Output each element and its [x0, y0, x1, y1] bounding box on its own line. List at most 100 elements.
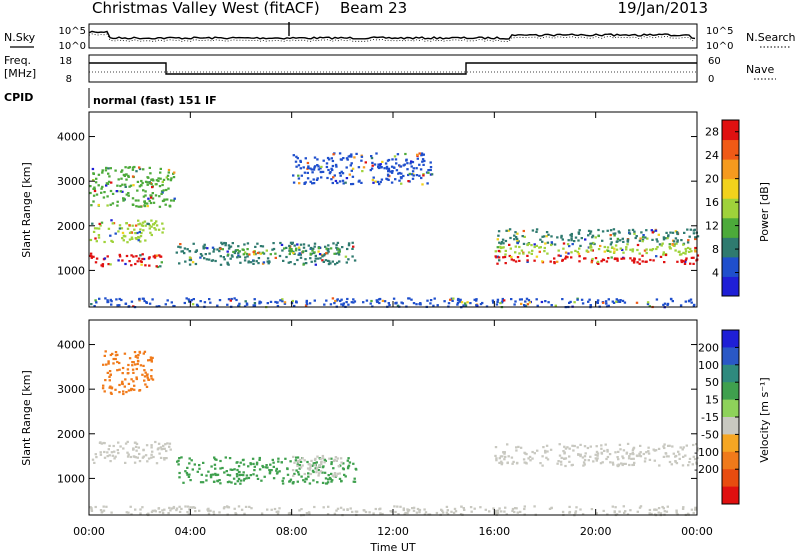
scatter-cell — [421, 183, 424, 186]
scatter-cell — [303, 459, 306, 462]
scatter-cell — [625, 248, 628, 251]
scatter-cell — [277, 510, 280, 513]
scatter-cell — [666, 302, 670, 305]
scatter-cell — [631, 228, 635, 231]
scatter-cell — [183, 301, 186, 305]
scatter-cell — [587, 300, 590, 303]
scatter-cell — [543, 246, 546, 250]
scatter-cell — [134, 363, 137, 366]
nave-tick-low: 0 — [708, 74, 714, 85]
scatter-cell — [148, 166, 151, 169]
scatter-cell — [170, 177, 173, 180]
scatter-cell — [110, 239, 113, 242]
scatter-cell — [597, 234, 600, 238]
scatter-cell — [93, 461, 96, 464]
scatter-cell — [631, 259, 634, 262]
scatter-cell — [127, 363, 130, 367]
scatter-cell — [622, 505, 625, 508]
scatter-cell — [243, 305, 247, 308]
scatter-cell — [689, 247, 692, 250]
scatter-cell — [622, 449, 626, 452]
scatter-cell — [102, 384, 105, 387]
scatter-cell — [335, 509, 338, 512]
scatter-cell — [239, 261, 242, 264]
scatter-cell — [294, 160, 298, 163]
scatter-cell — [614, 506, 617, 509]
scatter-cell — [124, 302, 128, 305]
colorbar-tick-label: -100 — [694, 446, 719, 459]
scatter-cell — [121, 237, 124, 240]
scatter-cell — [297, 164, 301, 167]
scatter-cell — [655, 247, 658, 251]
scatter-cell — [236, 468, 239, 472]
scatter-cell — [348, 173, 351, 176]
scatter-cell — [220, 241, 223, 244]
scatter-cell — [116, 369, 119, 372]
scatter-cell — [516, 256, 520, 259]
scatter-cell — [272, 461, 275, 464]
scatter-cell — [596, 260, 600, 263]
scatter-cell — [550, 235, 553, 238]
scatter-cell — [98, 441, 102, 444]
scatter-cell — [298, 509, 301, 512]
scatter-cell — [600, 447, 603, 450]
scatter-cell — [121, 190, 124, 193]
scatter-cell — [158, 205, 162, 208]
scatter-cell — [387, 167, 391, 170]
scatter-cell — [253, 465, 256, 468]
scatter-cell — [479, 506, 482, 509]
scatter-cell — [690, 250, 693, 253]
scatter-cell — [651, 231, 654, 234]
scatter-cell — [494, 446, 498, 449]
scatter-cell — [378, 301, 381, 305]
scatter-cell — [647, 452, 651, 455]
scatter-cell — [345, 301, 348, 304]
scatter-cell — [605, 260, 609, 263]
scatter-cell — [110, 451, 114, 454]
scatter-cell — [595, 450, 599, 453]
scatter-cell — [381, 512, 384, 516]
scatter-cell — [679, 304, 683, 307]
scatter-cell — [116, 200, 119, 203]
scatter-cell — [130, 387, 133, 390]
scatter-cell — [616, 456, 619, 459]
scatter-cell — [335, 165, 338, 168]
scatter-cell — [331, 164, 335, 168]
scatter-cell — [272, 477, 276, 480]
scatter-cell — [484, 508, 487, 511]
scatter-cell — [125, 178, 128, 181]
scatter-cell — [314, 467, 317, 470]
scatter-cell — [132, 255, 135, 258]
scatter-cell — [137, 223, 140, 226]
scatter-cell — [384, 162, 388, 165]
scatter-cell — [302, 250, 305, 253]
scatter-cell — [125, 391, 128, 394]
scatter-cell — [628, 455, 631, 458]
scatter-cell — [269, 253, 272, 256]
scatter-cell — [523, 505, 526, 508]
scatter-cell — [692, 455, 695, 458]
scatter-cell — [568, 455, 571, 458]
scatter-cell — [131, 203, 135, 206]
scatter-cell — [121, 372, 124, 375]
scatter-cell — [326, 481, 330, 484]
scatter-cell — [692, 511, 695, 515]
scatter-cell — [226, 303, 229, 306]
scatter-cell — [689, 262, 692, 265]
scatter-cell — [141, 221, 145, 224]
scatter-cell — [681, 448, 684, 451]
scatter-cell — [119, 190, 122, 193]
scatter-cell — [533, 259, 536, 262]
scatter-cell — [332, 153, 335, 156]
scatter-cell — [93, 305, 96, 308]
scatter-cell — [212, 510, 215, 513]
scatter-cell — [603, 245, 606, 249]
scatter-cell — [233, 507, 236, 510]
scatter-cell — [150, 369, 153, 372]
scatter-cell — [317, 474, 320, 477]
scatter-cell — [412, 506, 416, 509]
scatter-cell — [136, 356, 139, 359]
scatter-cell — [226, 473, 229, 476]
scatter-cell — [463, 302, 467, 305]
